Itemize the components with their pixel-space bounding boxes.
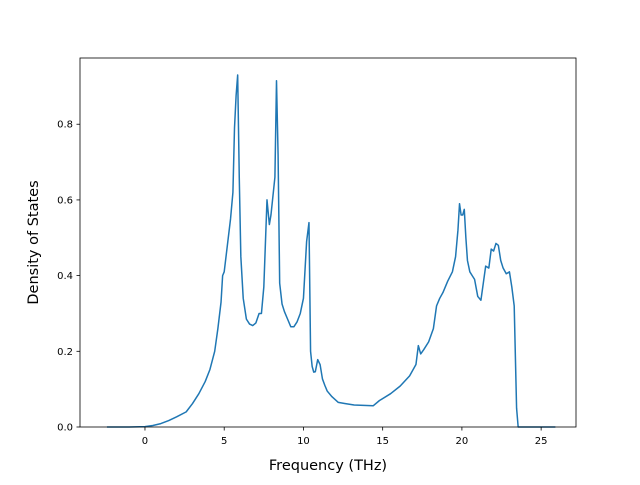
- plot-area: [106, 74, 556, 428]
- x-tick-label: 20: [456, 436, 469, 447]
- x-axis: 0 5 10 15 20 25: [142, 427, 548, 447]
- x-tick-label: 25: [535, 436, 548, 447]
- y-tick-label: 0.6: [57, 195, 73, 206]
- y-axis-label: Density of States: [26, 180, 42, 304]
- dos-line-series-0: [106, 74, 556, 428]
- y-tick-label: 0.2: [57, 347, 73, 358]
- x-tick-label: 15: [376, 436, 389, 447]
- y-tick-label: 0.0: [57, 423, 73, 434]
- x-tick-label: 0: [142, 436, 148, 447]
- x-tick-label: 10: [297, 436, 310, 447]
- x-axis-label: Frequency (THz): [269, 458, 387, 474]
- x-tick-label: 5: [221, 436, 227, 447]
- axes-frame: [79, 57, 577, 428]
- y-axis: 0.0 0.2 0.4 0.6 0.8: [57, 120, 80, 434]
- y-tick-label: 0.4: [57, 271, 73, 282]
- y-tick-label: 0.8: [57, 120, 73, 131]
